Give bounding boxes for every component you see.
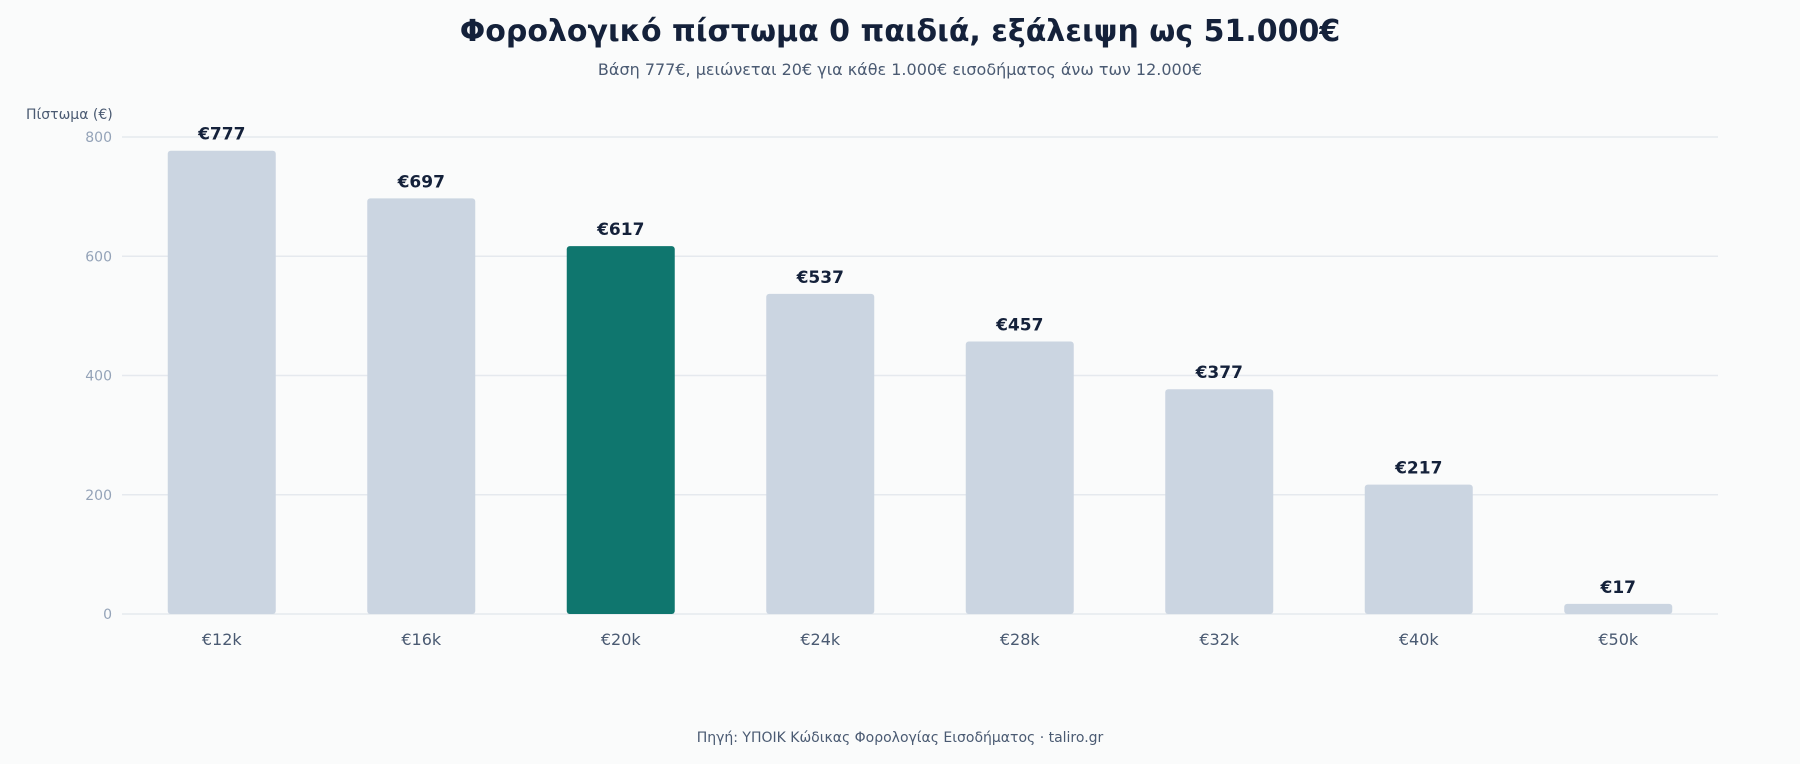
bar-chart: 0 200 400 600 800 €777 €697 €617 €537 €457 €377 €2… xyxy=(26,107,1718,649)
bar-€40k xyxy=(1364,484,1473,614)
data-label: €777 xyxy=(197,125,245,145)
y-tick-label: 800 xyxy=(85,130,112,146)
y-tick-label: 0 xyxy=(103,607,112,623)
x-tick-label: €40k xyxy=(1399,630,1440,649)
data-label: €697 xyxy=(397,172,445,192)
data-labels: €777 €697 €617 €537 €457 €377 €217 €17 xyxy=(197,125,1636,598)
y-tick-label: 200 xyxy=(85,488,112,504)
data-label: €377 xyxy=(1195,363,1243,383)
bar-€16k xyxy=(367,198,476,614)
y-axis-ticks: 0 200 400 600 800 xyxy=(85,130,112,623)
chart-subtitle: Βάση 777€, μειώνεται 20€ για κάθε 1.000€… xyxy=(597,60,1203,79)
bar-€24k xyxy=(766,293,875,614)
data-label: €217 xyxy=(1394,459,1442,479)
y-axis-label: Πίστωμα (€) xyxy=(26,107,113,123)
x-tick-label: €24k xyxy=(800,630,841,649)
x-tick-label: €28k xyxy=(1000,630,1041,649)
bar-€28k xyxy=(965,341,1074,614)
source-note: Πηγή: ΥΠΟΙΚ Κώδικας Φορολογίας Εισοδήματ… xyxy=(696,730,1104,746)
bar-€12k xyxy=(167,150,276,614)
x-axis-ticks: €12k €16k €20k €24k €28k €32k €40k €50k xyxy=(202,630,1639,649)
x-tick-label: €20k xyxy=(601,630,642,649)
bars xyxy=(167,150,1673,614)
data-label: €617 xyxy=(596,220,644,240)
x-tick-label: €32k xyxy=(1199,630,1240,649)
x-tick-label: €12k xyxy=(202,630,243,649)
data-label: €17 xyxy=(1600,578,1637,598)
x-tick-label: €16k xyxy=(401,630,442,649)
chart-title: Φορολογικό πίστωμα 0 παιδιά, εξάλειψη ως… xyxy=(459,14,1341,49)
bar-€20k xyxy=(566,246,675,614)
data-label: €457 xyxy=(995,316,1043,336)
data-label: €537 xyxy=(796,268,844,288)
y-tick-label: 600 xyxy=(85,249,112,265)
bar-€32k xyxy=(1165,389,1274,614)
bar-€50k xyxy=(1564,603,1673,614)
gridlines xyxy=(122,136,1718,615)
x-tick-label: €50k xyxy=(1598,630,1639,649)
y-tick-label: 400 xyxy=(85,369,112,385)
